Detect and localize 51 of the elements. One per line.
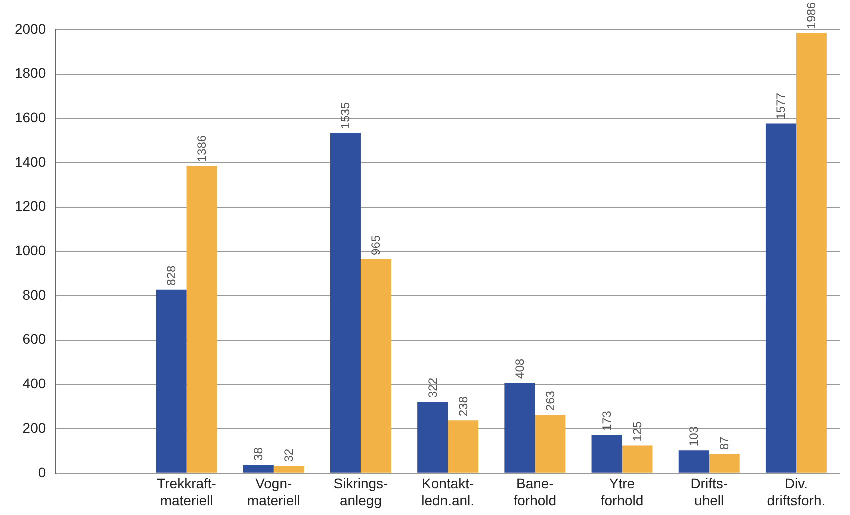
- data-label: 408: [512, 358, 527, 379]
- bar: [360, 259, 392, 473]
- data-label: 1986: [804, 2, 819, 30]
- bar: [418, 402, 448, 473]
- x-tick-label: Kontakt- ledn.anl.: [422, 476, 475, 508]
- data-label: 1535: [338, 102, 353, 130]
- bar: [330, 133, 361, 473]
- y-tick-label: 1600: [14, 110, 46, 126]
- data-label: 103: [687, 426, 702, 447]
- x-tick-label: Trekkraft- materiell: [157, 476, 217, 508]
- y-tick-label: 1400: [14, 154, 46, 170]
- y-tick-label: 800: [22, 286, 46, 303]
- data-label: 1386: [195, 135, 210, 162]
- bar: [243, 464, 274, 473]
- data-label: 965: [369, 235, 384, 256]
- bar: [678, 450, 710, 473]
- y-tick-label: 2000: [14, 20, 46, 37]
- bar: [766, 124, 796, 473]
- bar: [448, 420, 479, 473]
- bar: [622, 446, 653, 473]
- data-label: 238: [456, 396, 470, 417]
- data-label: 125: [630, 421, 645, 442]
- y-tick-label: 200: [22, 420, 46, 436]
- data-label: 828: [164, 265, 179, 286]
- data-label: 38: [252, 447, 266, 461]
- data-label: 173: [600, 410, 614, 432]
- bar: [156, 290, 187, 473]
- x-tick-label: Vogn- materiell: [247, 476, 300, 508]
- x-tick-label: Bane- forhold: [514, 476, 557, 508]
- bar: [592, 435, 622, 473]
- y-tick-label: 1200: [14, 198, 46, 214]
- x-tick-label: Div. driftsforh.: [767, 476, 826, 508]
- y-tick-label: 400: [22, 376, 46, 392]
- bar: [504, 382, 536, 473]
- data-label: 32: [282, 448, 296, 462]
- y-tick-label: 1000: [14, 242, 46, 259]
- x-tick-label: Drifts- uhell: [690, 476, 728, 508]
- x-tick-label: Ytre forhold: [600, 476, 644, 508]
- bar: [535, 415, 566, 473]
- x-tick-label: Sikrings- anlegg: [334, 476, 389, 508]
- bar: [796, 33, 827, 473]
- y-tick-label: 0: [38, 464, 46, 480]
- data-label: 263: [543, 390, 558, 412]
- bar: [186, 166, 218, 473]
- bar: [709, 454, 740, 473]
- data-label: 87: [718, 436, 732, 450]
- y-tick-label: 600: [22, 331, 46, 348]
- data-label: 322: [426, 378, 440, 398]
- y-tick-label: 1800: [14, 65, 46, 82]
- bar: [274, 466, 304, 473]
- data-label: 1577: [774, 92, 788, 120]
